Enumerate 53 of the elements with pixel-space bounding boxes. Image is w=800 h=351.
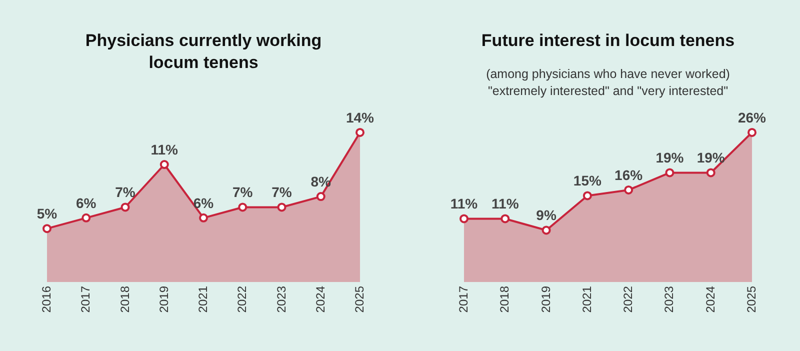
x-tick-label: 2018 [498, 286, 512, 313]
x-tick-label: 2019 [156, 286, 171, 313]
x-tick-label: 2018 [118, 286, 132, 313]
x-tick-label: 2024 [703, 286, 718, 313]
point [160, 160, 169, 170]
x-tick-label: 2021 [580, 286, 594, 313]
x-tick-label: 2017 [456, 286, 471, 313]
point [748, 128, 756, 137]
point [42, 224, 52, 234]
x-tick-label: 2019 [538, 286, 553, 313]
point [665, 168, 674, 178]
point [542, 226, 551, 235]
chart-subtitle: (among physicians who have never worked) "extremely interested" and "very interested" [485, 66, 731, 100]
data-label: 6% [193, 194, 214, 211]
point [460, 214, 468, 224]
data-label: 9% [536, 207, 557, 224]
point [82, 213, 91, 222]
data-label: 15% [573, 172, 602, 189]
data-label: 11% [492, 196, 520, 212]
point [500, 214, 510, 224]
point [706, 168, 716, 178]
point [316, 192, 326, 202]
x-tick-label: 2025 [352, 286, 367, 313]
data-label: 19% [656, 150, 684, 166]
data-label: 26% [738, 109, 767, 126]
x-tick-label: 2024 [313, 286, 328, 313]
data-label: 11% [150, 142, 179, 158]
chart-title: Physicians currently working locum tenens [84, 30, 323, 74]
point [277, 202, 286, 212]
point [624, 185, 634, 194]
x-tick-label: 2017 [78, 286, 93, 313]
point [120, 202, 130, 212]
x-tick-label: 2016 [40, 286, 54, 313]
data-label: 14% [346, 109, 375, 126]
point [238, 202, 248, 212]
data-label: 7% [272, 184, 292, 200]
chart-title: Future interest in locum tenens [480, 30, 736, 52]
point [356, 128, 364, 137]
data-label: 16% [614, 166, 644, 183]
data-label: 19% [696, 150, 726, 166]
x-tick-label: 2022 [621, 286, 636, 313]
data-label: 6% [76, 194, 97, 211]
x-tick-label: 2022 [235, 286, 250, 313]
x-tick-label: 2025 [744, 286, 759, 313]
data-label: 7% [232, 184, 254, 200]
x-tick-label: 2023 [662, 286, 676, 313]
data-label: 5% [36, 206, 58, 222]
data-label: 7% [115, 184, 136, 200]
point [582, 191, 592, 200]
x-tick-label: 2023 [274, 286, 288, 313]
x-tick-label: 2021 [196, 286, 210, 313]
point [199, 213, 208, 222]
data-label: 11% [450, 196, 478, 212]
